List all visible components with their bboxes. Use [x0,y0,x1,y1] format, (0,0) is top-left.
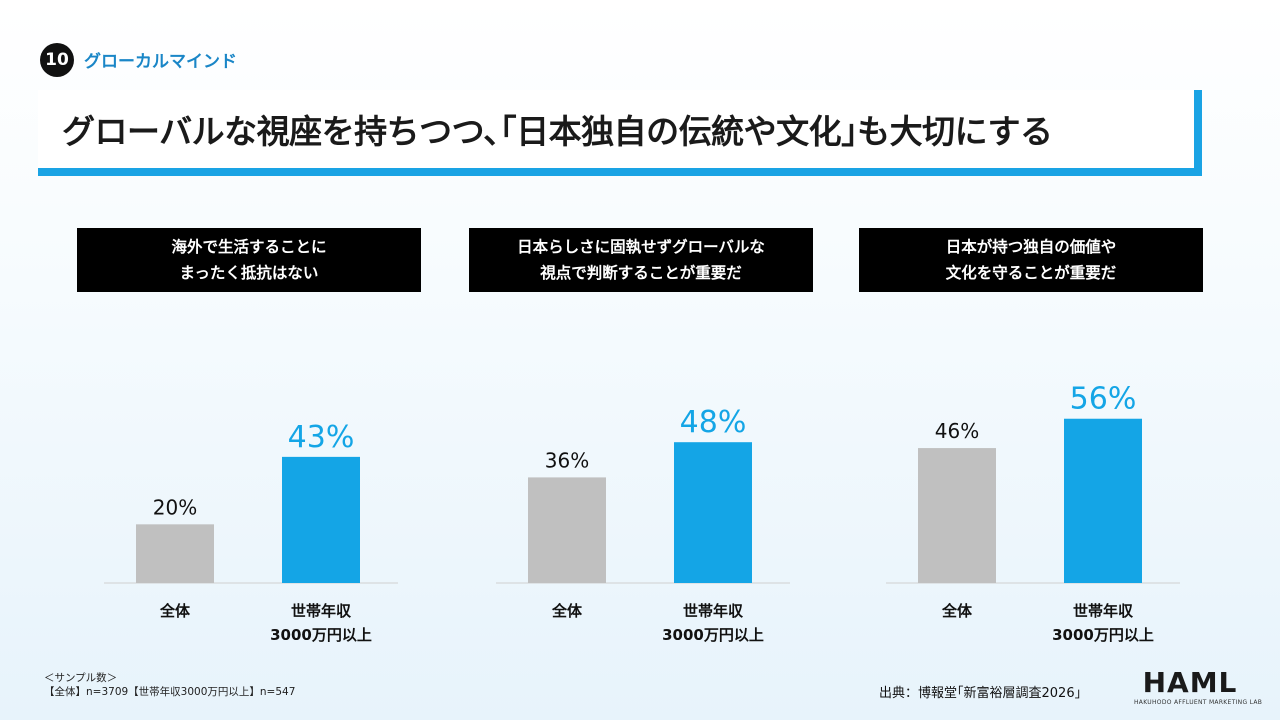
chart-header-line: 日本らしさに固執せずグローバルな [517,238,765,256]
chart-header-line: 文化を守ることが重要だ [945,264,1117,282]
section-number-badge: 10 [40,43,74,77]
haml-logo: HAML HAKUHODO AFFLUENT MARKETING LAB [1134,666,1263,707]
category-label: 3000万円以上 [1052,626,1154,644]
bar-value-label: 43% [288,420,355,455]
category-label: 全体 [941,602,973,620]
sample-size-heading: ＜サンプル数＞ [44,672,118,684]
category-label: 全体 [551,602,583,620]
logo-wordmark: HAML [1142,666,1238,699]
bar-high-income [674,442,752,583]
chart-panel-1: 海外で生活することに まったく抵抗はない 20% 全体 43% 世帯年収 3000万円以… [77,228,421,648]
category-label: 世帯年収 [683,602,744,620]
chart-header-2: 日本らしさに固執せずグローバルな 視点で判断することが重要だ [469,228,813,292]
bar-chart-3: 46% 全体 56% 世帯年収 3000万円以上 [886,382,1180,644]
bar-total [136,524,214,583]
bar-value-label: 56% [1070,382,1137,417]
bar-chart-1: 20% 全体 43% 世帯年収 3000万円以上 [104,420,398,644]
sample-size-note: ＜サンプル数＞ 【全体】n=3709【世帯年収3000万円以上】n=547 [44,671,295,699]
bar-total [528,477,606,583]
logo-tagline: HAKUHODO AFFLUENT MARKETING LAB [1134,699,1263,706]
category-label: 全体 [159,602,191,620]
bar-high-income [282,456,360,583]
sample-size-values: 【全体】n=3709【世帯年収3000万円以上】n=547 [44,686,296,698]
bar-high-income [1064,418,1142,583]
chart-header-line: まったく抵抗はない [179,264,319,282]
category-label: 世帯年収 [1073,602,1134,620]
chart-header-3: 日本が持つ独自の価値や 文化を守ることが重要だ [859,228,1203,292]
title-box: グローバルな視座を持ちつつ､｢日本独自の伝統や文化｣も大切にする [38,90,1202,176]
category-label: 3000万円以上 [270,626,372,644]
chart-header-1: 海外で生活することに まったく抵抗はない [77,228,421,292]
source-citation: 出典：博報堂｢新富裕層調査2026｣ [879,686,1082,701]
chart-panel-3: 日本が持つ独自の価値や 文化を守ることが重要だ 46% 全体 56% 世帯年収 3000… [859,228,1203,648]
page-title: グローバルな視座を持ちつつ､｢日本独自の伝統や文化｣も大切にする [62,112,1053,151]
chart-header-line: 視点で判断することが重要だ [540,264,742,282]
bar-value-label: 46% [935,419,979,443]
category-label: 世帯年収 [291,602,352,620]
bar-value-label: 20% [153,495,197,519]
section-label: グローカルマインド [84,52,237,72]
bar-total [918,448,996,583]
bar-value-label: 36% [545,448,589,472]
chart-panel-2: 日本らしさに固執せずグローバルな 視点で判断することが重要だ 36% 全体 48% 世… [469,228,813,648]
chart-header-line: 海外で生活することに [171,238,327,256]
bar-chart-2: 36% 全体 48% 世帯年収 3000万円以上 [496,405,790,644]
chart-header-line: 日本が持つ独自の価値や [945,238,1117,256]
category-label: 3000万円以上 [662,626,764,644]
bar-value-label: 48% [680,405,747,440]
